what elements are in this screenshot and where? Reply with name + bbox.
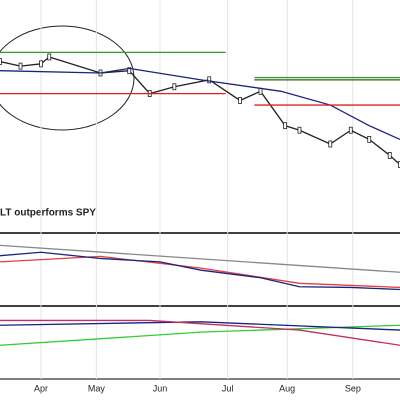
candle (127, 67, 132, 75)
series-line (0, 321, 400, 331)
candle (367, 135, 372, 143)
series-line (0, 255, 400, 289)
candle (387, 152, 392, 159)
candle (39, 60, 43, 68)
series-line (0, 251, 400, 291)
candle (172, 83, 177, 91)
candle (398, 161, 400, 168)
candle (207, 76, 212, 84)
candle (18, 62, 23, 70)
candle (283, 122, 288, 130)
x-tick-label: Aug (279, 383, 295, 393)
candle (297, 126, 302, 134)
candle (47, 53, 52, 61)
series-line (0, 244, 400, 273)
candle (328, 140, 333, 148)
x-tick-label: Apr (34, 383, 48, 393)
x-tick-label: Jun (153, 383, 168, 393)
candle (348, 126, 353, 134)
series-line (0, 319, 400, 346)
series-line (0, 67, 400, 140)
x-tick-label: Jul (222, 383, 234, 393)
highlight-circle (0, 25, 135, 131)
annotation: LT outperforms SPY (0, 208, 96, 219)
candle (258, 87, 263, 95)
candle (0, 58, 2, 65)
candle (238, 97, 242, 104)
x-tick-label: Sep (345, 383, 361, 393)
x-tick-label: May (88, 383, 106, 393)
